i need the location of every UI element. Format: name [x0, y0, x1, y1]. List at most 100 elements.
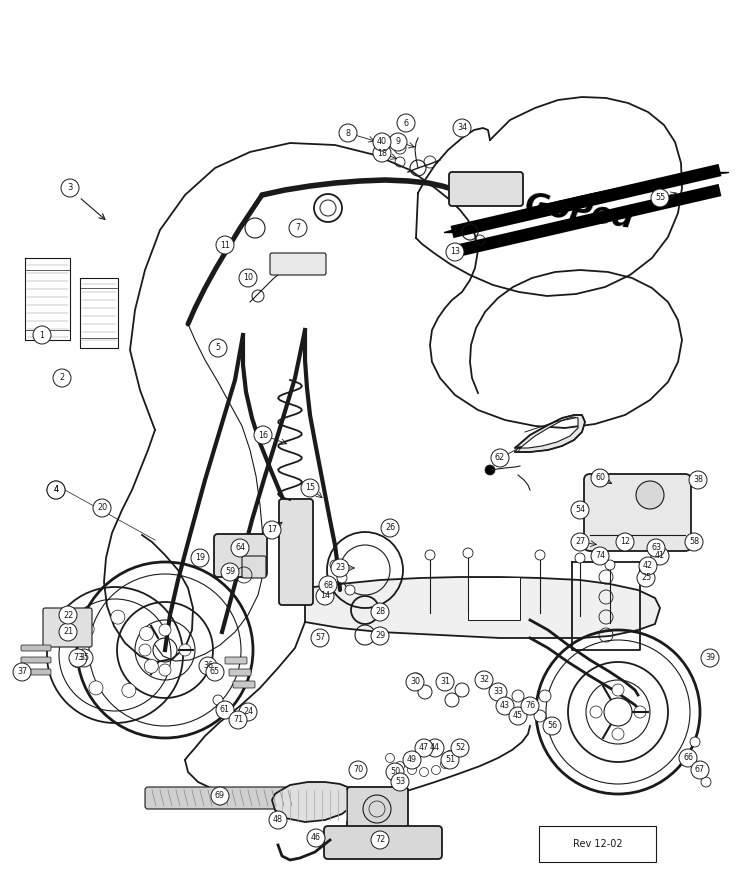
Circle shape	[701, 649, 719, 667]
Circle shape	[591, 469, 609, 487]
Text: 10: 10	[243, 274, 253, 283]
Text: 18: 18	[377, 148, 387, 157]
Circle shape	[455, 683, 469, 697]
Circle shape	[534, 710, 546, 722]
Text: 56: 56	[547, 721, 557, 730]
Text: 66: 66	[683, 754, 693, 763]
Circle shape	[239, 269, 257, 287]
Polygon shape	[468, 577, 520, 620]
Circle shape	[311, 629, 329, 647]
Circle shape	[213, 695, 223, 705]
Circle shape	[539, 690, 551, 702]
Circle shape	[535, 550, 545, 560]
Text: 39: 39	[705, 654, 715, 662]
Text: 8: 8	[346, 129, 351, 138]
Circle shape	[451, 739, 469, 757]
Circle shape	[605, 560, 615, 570]
Text: 27: 27	[575, 537, 585, 546]
Text: 70: 70	[353, 765, 363, 774]
Circle shape	[639, 557, 657, 575]
Circle shape	[395, 762, 405, 771]
Circle shape	[612, 728, 624, 740]
Circle shape	[47, 481, 65, 499]
Circle shape	[418, 685, 432, 699]
Circle shape	[144, 659, 158, 673]
Text: 42: 42	[643, 561, 653, 570]
Circle shape	[679, 749, 697, 767]
FancyBboxPatch shape	[270, 253, 326, 275]
Text: 69: 69	[215, 791, 225, 800]
Text: 73: 73	[73, 654, 83, 662]
Text: 17: 17	[267, 526, 277, 535]
Text: 49: 49	[407, 755, 417, 764]
Circle shape	[191, 549, 209, 567]
Text: 1: 1	[39, 331, 44, 340]
Text: 58: 58	[689, 537, 699, 546]
Circle shape	[446, 243, 464, 261]
FancyBboxPatch shape	[324, 826, 442, 859]
Text: 24: 24	[243, 707, 253, 716]
Text: 29: 29	[375, 631, 385, 640]
Circle shape	[685, 533, 703, 551]
Circle shape	[695, 765, 705, 775]
Circle shape	[425, 550, 435, 560]
Circle shape	[522, 700, 534, 712]
Text: 48: 48	[273, 815, 283, 824]
Circle shape	[386, 754, 394, 763]
Text: 31: 31	[440, 678, 450, 687]
FancyBboxPatch shape	[21, 645, 51, 651]
Polygon shape	[515, 415, 585, 452]
Circle shape	[463, 548, 473, 558]
Circle shape	[179, 644, 191, 656]
Text: 21: 21	[63, 628, 73, 637]
Text: 14: 14	[320, 592, 330, 601]
Circle shape	[496, 697, 514, 715]
Text: 76: 76	[525, 702, 535, 711]
Circle shape	[349, 761, 367, 779]
Text: 38: 38	[693, 476, 703, 485]
Text: 71: 71	[233, 715, 243, 724]
Circle shape	[33, 326, 51, 344]
Circle shape	[345, 585, 355, 595]
Circle shape	[59, 623, 77, 641]
Circle shape	[436, 673, 454, 691]
Text: 2: 2	[59, 374, 64, 383]
Text: 54: 54	[575, 505, 585, 515]
Circle shape	[319, 576, 337, 594]
Circle shape	[636, 481, 664, 509]
Text: 22: 22	[63, 611, 73, 620]
Circle shape	[230, 713, 240, 723]
Circle shape	[231, 539, 249, 557]
Text: 45: 45	[513, 712, 523, 721]
Circle shape	[426, 739, 444, 757]
Text: 19: 19	[195, 553, 205, 562]
Circle shape	[445, 750, 454, 760]
Circle shape	[571, 501, 589, 519]
Circle shape	[616, 533, 634, 551]
Text: 23: 23	[335, 563, 345, 572]
Text: 53: 53	[395, 778, 405, 787]
Text: 68: 68	[323, 580, 333, 589]
Text: 4: 4	[53, 485, 58, 494]
FancyBboxPatch shape	[242, 556, 266, 578]
Circle shape	[415, 739, 433, 757]
Circle shape	[111, 610, 125, 624]
Circle shape	[47, 481, 65, 499]
Circle shape	[485, 465, 495, 475]
Circle shape	[89, 681, 103, 695]
Circle shape	[381, 519, 399, 537]
Circle shape	[512, 690, 524, 702]
Circle shape	[575, 553, 585, 563]
Circle shape	[254, 426, 272, 444]
Text: 5: 5	[215, 343, 221, 352]
Circle shape	[93, 499, 111, 517]
Circle shape	[269, 811, 287, 829]
FancyBboxPatch shape	[233, 681, 255, 688]
Text: 57: 57	[315, 634, 325, 643]
FancyBboxPatch shape	[229, 669, 251, 676]
Text: 55: 55	[655, 193, 665, 203]
Circle shape	[139, 644, 151, 656]
Text: 32: 32	[479, 676, 489, 685]
Circle shape	[690, 737, 700, 747]
Circle shape	[69, 649, 87, 667]
